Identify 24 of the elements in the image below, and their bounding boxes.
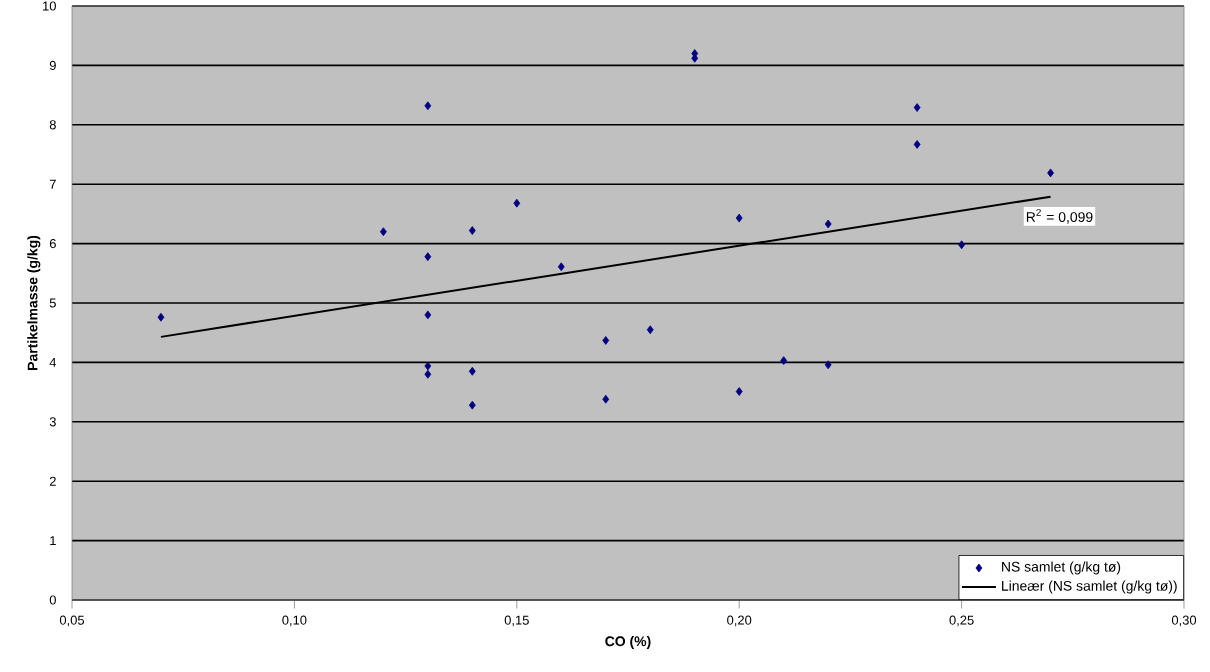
point [424, 361, 432, 371]
point [424, 310, 432, 320]
point [379, 227, 387, 237]
point [646, 325, 654, 335]
point [1047, 168, 1054, 178]
point [424, 369, 432, 379]
point [824, 360, 832, 370]
point [780, 356, 788, 365]
point [735, 387, 743, 396]
point [424, 101, 432, 111]
point [468, 400, 476, 410]
point [513, 198, 521, 208]
point [157, 312, 165, 322]
point [824, 219, 832, 229]
point [424, 252, 432, 262]
point [958, 240, 965, 250]
point [913, 140, 921, 149]
point [735, 213, 743, 223]
point [557, 262, 565, 272]
point [602, 394, 610, 404]
point [468, 226, 476, 235]
point [468, 366, 476, 376]
point [913, 103, 921, 112]
point [602, 336, 610, 345]
